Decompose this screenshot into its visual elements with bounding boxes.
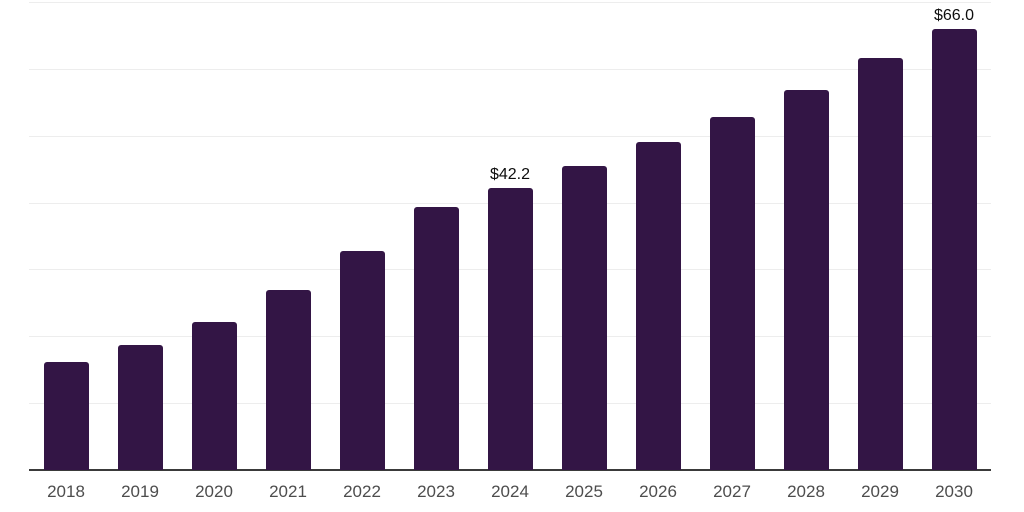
plot-area: $42.2 $66.0 xyxy=(29,0,991,471)
bar-value-label-2030: $66.0 xyxy=(933,6,975,24)
bar-2029 xyxy=(857,58,903,470)
bar-2019 xyxy=(117,344,163,470)
bar-2021 xyxy=(265,289,311,470)
bar-value-label-2024: $42.2 xyxy=(489,165,531,183)
bar-2018 xyxy=(43,361,89,470)
x-tick-label-2026: 2026 xyxy=(639,482,677,501)
x-tick-label-2029: 2029 xyxy=(861,482,899,501)
x-tick-label-2018: 2018 xyxy=(47,482,85,501)
x-tick-label-2027: 2027 xyxy=(713,482,751,501)
bar-2028 xyxy=(783,89,829,470)
x-tick-label-2028: 2028 xyxy=(787,482,825,501)
x-axis-line xyxy=(29,469,991,471)
bar-2020 xyxy=(191,321,237,470)
x-tick-label-2019: 2019 xyxy=(121,482,159,501)
bar-2023 xyxy=(413,207,459,470)
bar-2030 xyxy=(931,28,977,470)
bar-2024 xyxy=(487,187,533,470)
gridline xyxy=(29,135,991,137)
gridline xyxy=(29,2,991,3)
x-axis-labels: 2018 2019 2020 2021 2022 2023 2024 2025 2026 2027… xyxy=(29,482,991,504)
x-tick-label-2021: 2021 xyxy=(269,482,307,501)
x-tick-label-2025: 2025 xyxy=(565,482,603,501)
bar-2022 xyxy=(339,250,385,470)
x-tick-label-2023: 2023 xyxy=(417,482,455,501)
x-tick-label-2022: 2022 xyxy=(343,482,381,501)
x-tick-label-2020: 2020 xyxy=(195,482,233,501)
bar-2026 xyxy=(635,141,681,470)
x-tick-label-2030: 2030 xyxy=(935,482,973,501)
gridline xyxy=(29,68,991,70)
x-tick-label-2024: 2024 xyxy=(491,482,529,501)
bar-2027 xyxy=(709,117,755,470)
bar-2025 xyxy=(561,165,607,470)
